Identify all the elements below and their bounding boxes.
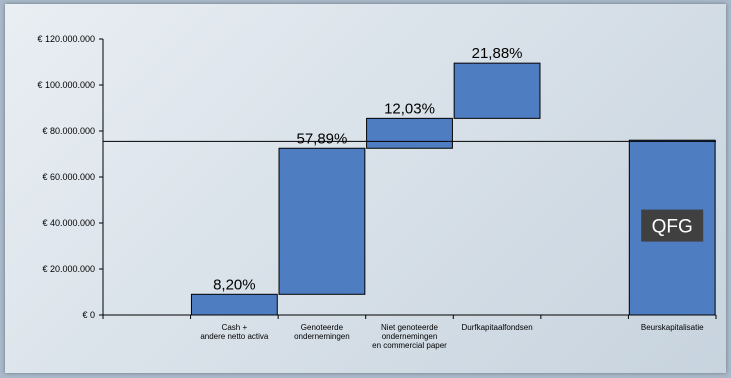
bar-0 (190, 293, 278, 316)
y-tick-label: € 80.000.000 (42, 126, 95, 136)
y-tick-label: € 120.000.000 (37, 34, 95, 44)
bar-inner-label: QFG (652, 217, 693, 238)
x-category-label: Niet genoteerde ondernemingen en commercia… (372, 323, 447, 350)
x-category-label: Beurskapitalisatie (641, 323, 704, 332)
waterfall-chart: € 0 € 20.000.000 € 40.000.000 € 60.000.000 €… (37, 34, 717, 350)
bar-data-label: 57,89% (296, 130, 347, 147)
bar-data-label: 21,88% (472, 45, 523, 62)
labels: 8,20% 57,89% 12,03% 21,88% QFG (103, 45, 716, 293)
bar-data-label: 12,03% (384, 100, 435, 117)
bar-2 (366, 117, 453, 149)
x-category-label: Cash + andere netto activa (200, 323, 269, 341)
y-tick-label: € 100.000.000 (37, 80, 95, 90)
bar-1 (278, 147, 366, 295)
x-category-label: Durfkapitaalfondsen (461, 323, 532, 332)
chart-frame: € 0 € 20.000.000 € 40.000.000 € 60.000.000 €… (5, 4, 726, 373)
y-tick-label: € 20.000.000 (42, 264, 95, 274)
axes: € 0 € 20.000.000 € 40.000.000 € 60.000.000 €… (37, 34, 717, 350)
bars (190, 62, 716, 316)
y-tick-label: € 0 (82, 310, 95, 320)
bar-inner-label-bg (641, 209, 704, 242)
bar-3 (453, 62, 541, 119)
y-tick-label: € 40.000.000 (42, 218, 95, 228)
x-category-label: Genoteerde ondernemingen (294, 323, 350, 341)
bar-data-label: 8,20% (213, 276, 256, 293)
y-tick-label: € 60.000.000 (42, 172, 95, 182)
